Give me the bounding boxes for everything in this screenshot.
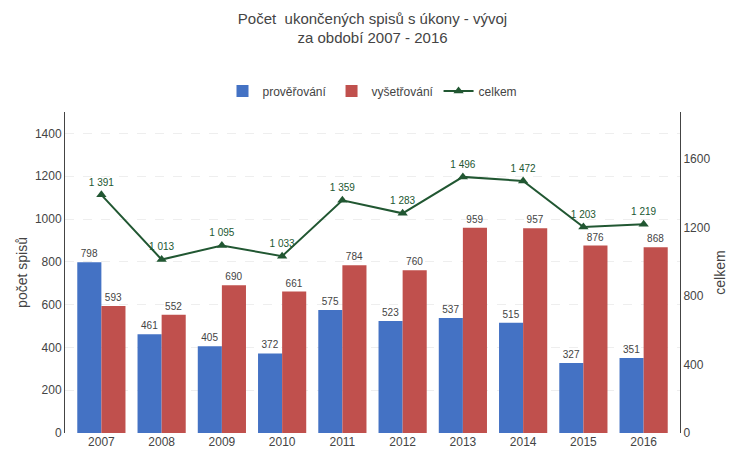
svg-text:0: 0 (683, 426, 690, 440)
svg-text:1000: 1000 (35, 212, 62, 226)
svg-text:959: 959 (466, 214, 483, 225)
svg-text:1400: 1400 (35, 127, 62, 141)
svg-text:2008: 2008 (148, 435, 175, 449)
svg-text:575: 575 (322, 296, 339, 307)
svg-text:celkem: celkem (479, 85, 517, 99)
svg-text:690: 690 (225, 271, 242, 282)
svg-text:2015: 2015 (570, 435, 597, 449)
svg-text:327: 327 (563, 349, 580, 360)
svg-text:1 472: 1 472 (511, 163, 536, 174)
svg-text:661: 661 (286, 278, 303, 289)
svg-text:počet spisů: počet spisů (14, 237, 30, 308)
svg-text:2011: 2011 (329, 435, 355, 449)
svg-text:515: 515 (503, 309, 520, 320)
svg-text:552: 552 (165, 301, 182, 312)
svg-text:351: 351 (623, 344, 640, 355)
svg-text:400: 400 (683, 358, 703, 372)
svg-text:800: 800 (42, 255, 62, 269)
svg-text:405: 405 (201, 332, 218, 343)
svg-text:461: 461 (141, 320, 158, 331)
svg-text:2014: 2014 (510, 435, 537, 449)
svg-text:2016: 2016 (630, 435, 657, 449)
svg-text:1600: 1600 (683, 152, 710, 166)
svg-text:2009: 2009 (209, 435, 236, 449)
svg-text:2012: 2012 (389, 435, 416, 449)
svg-text:2010: 2010 (269, 435, 296, 449)
svg-text:600: 600 (42, 298, 62, 312)
svg-text:537: 537 (442, 304, 459, 315)
svg-text:1 391: 1 391 (89, 177, 114, 188)
svg-text:1 219: 1 219 (631, 206, 656, 217)
svg-text:800: 800 (683, 289, 703, 303)
svg-text:1 095: 1 095 (209, 227, 234, 238)
svg-text:2013: 2013 (450, 435, 477, 449)
svg-text:1 033: 1 033 (270, 238, 295, 249)
svg-text:2007: 2007 (88, 435, 115, 449)
svg-text:784: 784 (346, 251, 363, 262)
svg-text:1 203: 1 203 (571, 209, 596, 220)
svg-text:celkem: celkem (712, 250, 728, 294)
svg-text:prověřování: prověřování (263, 85, 327, 99)
svg-text:1 283: 1 283 (390, 195, 415, 206)
svg-text:957: 957 (527, 214, 544, 225)
svg-text:1 013: 1 013 (149, 241, 174, 252)
svg-text:0: 0 (55, 426, 62, 440)
svg-text:1 359: 1 359 (330, 182, 355, 193)
svg-text:523: 523 (382, 307, 399, 318)
svg-text:1200: 1200 (683, 221, 710, 235)
svg-text:vyšetřování: vyšetřování (372, 85, 434, 99)
svg-text:1200: 1200 (35, 169, 62, 183)
svg-text:593: 593 (105, 292, 122, 303)
svg-text:372: 372 (262, 339, 279, 350)
svg-text:798: 798 (81, 248, 98, 259)
svg-text:876: 876 (587, 232, 604, 243)
svg-text:868: 868 (647, 233, 664, 244)
svg-text:760: 760 (406, 256, 423, 267)
svg-text:200: 200 (42, 383, 62, 397)
svg-text:400: 400 (42, 341, 62, 355)
svg-text:Počet ukončených spisů s úkon: Počet ukončených spisů s úkony - vývojza… (238, 10, 507, 47)
svg-text:1 496: 1 496 (450, 159, 475, 170)
